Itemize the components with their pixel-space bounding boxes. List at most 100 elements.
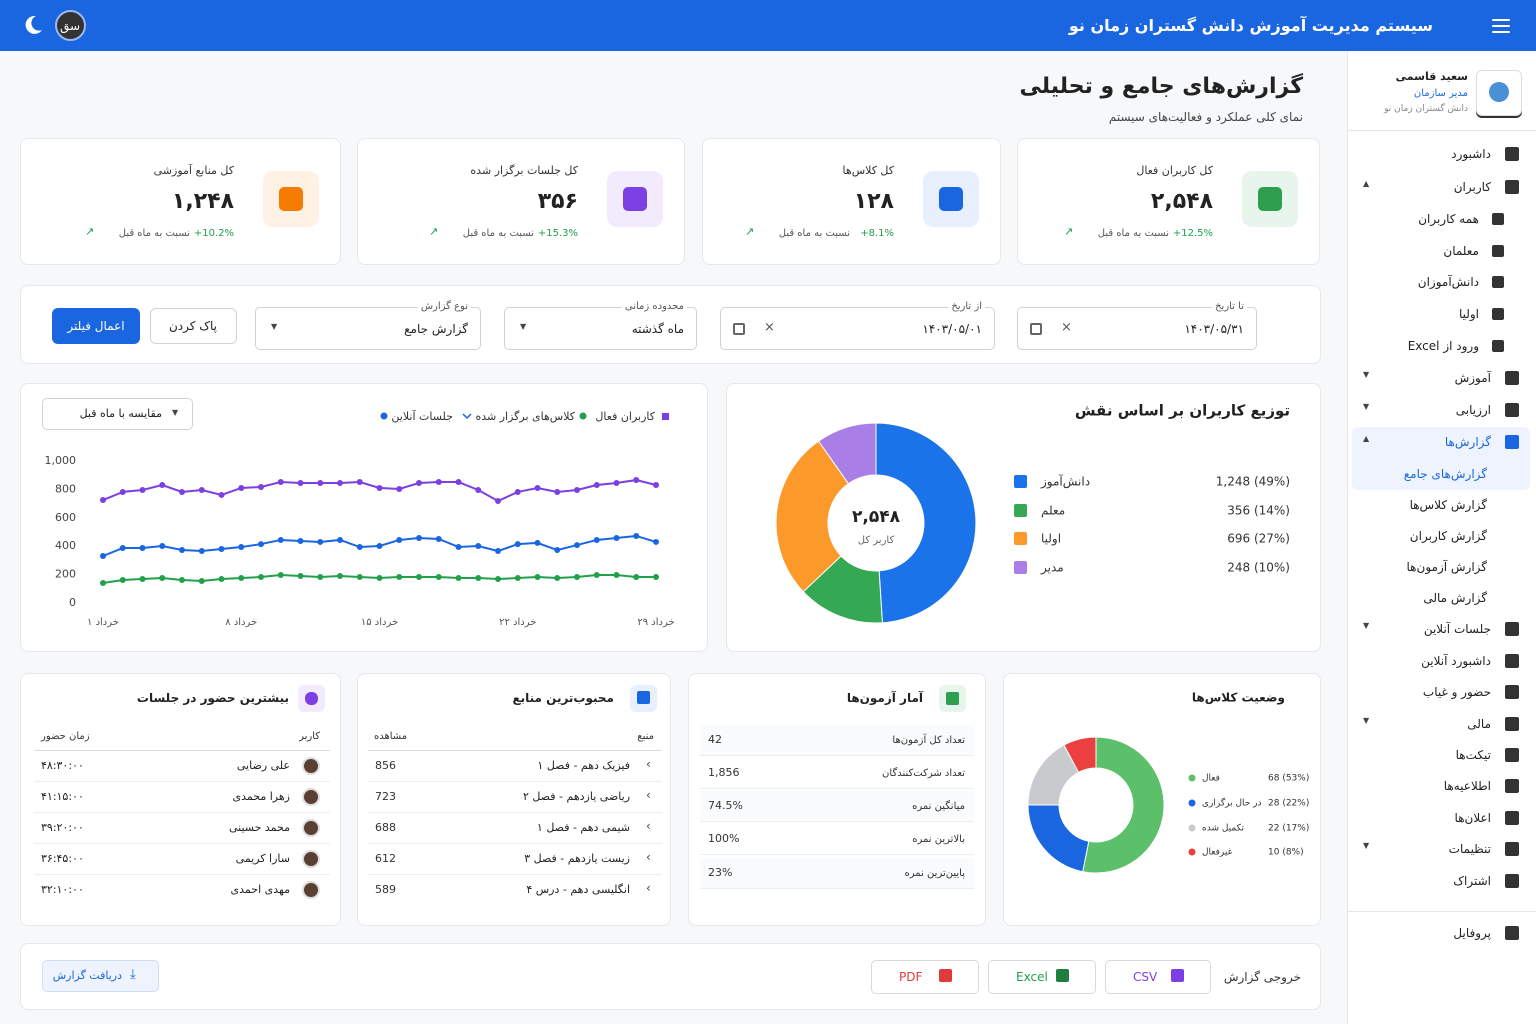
export-format[interactable]: Excel (1016, 970, 1048, 984)
avatar[interactable] (55, 10, 86, 41)
menu-icon (1492, 213, 1504, 225)
clear-button[interactable] (150, 308, 237, 344)
menu-item[interactable]: همه کاربران (1418, 212, 1479, 226)
export-button[interactable] (871, 960, 979, 994)
compare-select[interactable] (42, 398, 193, 430)
menu-item[interactable]: گزارش آزمون‌ها (1406, 560, 1487, 574)
menu-item[interactable]: کاربران (1453, 180, 1491, 194)
menu-item[interactable]: آموزش (1454, 371, 1491, 385)
column-header: کاربر (299, 730, 320, 742)
row-chevron[interactable]: › (646, 788, 651, 802)
legend-label: جلسات آنلاین (391, 409, 453, 423)
menu-item[interactable]: اولیا (1458, 307, 1479, 321)
menu-item[interactable]: جلسات آنلاین (1423, 622, 1491, 636)
menu-item[interactable]: تنظیمات (1448, 842, 1491, 856)
menu-item[interactable]: تیکت‌ها (1455, 748, 1491, 762)
menu-item[interactable]: مالی (1467, 717, 1491, 731)
resource-cell[interactable]: شیمی دهم - فصل ۱ (536, 821, 630, 834)
download-button[interactable] (42, 960, 159, 992)
data-point (198, 548, 205, 555)
menu-item[interactable]: پروفایل (1453, 926, 1491, 940)
sidebar (1347, 51, 1536, 1024)
data-point (317, 480, 324, 487)
menu-item[interactable]: گزارش کاربران (1409, 529, 1487, 543)
row-chevron[interactable]: › (646, 881, 651, 895)
filter-field[interactable] (504, 307, 697, 350)
menu-item[interactable]: داشبورد آنلاین (1421, 654, 1491, 668)
menu-item[interactable]: دانش‌آموزان (1417, 275, 1479, 289)
divider (1347, 911, 1536, 912)
card-title: بیشترین حضور در جلسات (136, 691, 289, 705)
menu-item[interactable]: اعلان‌ها (1454, 811, 1491, 825)
menu-item[interactable]: ارزیابی (1455, 403, 1491, 417)
data-point (100, 497, 106, 504)
data-point (534, 484, 541, 491)
data-point (179, 547, 185, 554)
resource-cell[interactable]: زیست یازدهم - فصل ۳ (524, 852, 630, 865)
data-point (218, 546, 225, 553)
row-chevron[interactable]: › (646, 757, 651, 771)
menu-item[interactable]: گزارش مالی (1423, 591, 1487, 605)
download-icon[interactable]: ⤓ (130, 967, 136, 982)
menu-caret[interactable]: ▼ (1363, 621, 1370, 630)
menu-icon (1505, 685, 1519, 699)
filter-field[interactable] (255, 307, 481, 350)
legend-value: 356 (14%) (1227, 504, 1290, 518)
apply-label[interactable]: اعمال فیلتر (67, 319, 125, 333)
menu-item[interactable]: معلمان (1443, 244, 1479, 258)
download-label[interactable]: دریافت گزارش (52, 969, 122, 982)
dropdown-caret[interactable]: ▼ (520, 322, 527, 331)
menu-icon (1505, 654, 1519, 668)
menu-caret[interactable]: ▼ (1363, 402, 1370, 411)
export-button[interactable] (988, 960, 1096, 994)
data-point (613, 534, 620, 541)
clear-icon[interactable]: × (1061, 320, 1072, 335)
apply-button[interactable] (52, 308, 140, 344)
data-point (613, 480, 620, 487)
legend-swatch (1188, 799, 1196, 807)
menu-item[interactable]: گزارش کلاس‌ها (1409, 498, 1487, 512)
menu-caret[interactable]: ▼ (1363, 716, 1370, 725)
class-status-chart: وضعیت کلاس‌ها فعال 68 (53%) در حال برگزاری 2… (1027, 691, 1309, 874)
compare-select-label[interactable]: مقایسه با ماه قبل (79, 407, 162, 420)
menu-caret[interactable]: ▲ (1363, 179, 1370, 188)
menu-item[interactable]: اطلاعیه‌ها (1443, 779, 1491, 793)
clear-icon[interactable]: × (764, 320, 775, 335)
stat-row (700, 791, 974, 822)
menu-caret[interactable]: ▼ (1363, 841, 1370, 850)
filter-field[interactable] (1017, 307, 1257, 350)
menu-icon (1505, 180, 1519, 194)
table-rule (368, 750, 662, 751)
resource-cell[interactable]: ریاضی یازدهم - فصل ۲ (523, 790, 630, 803)
menu-item[interactable]: اشتراک (1453, 874, 1491, 888)
menu-item[interactable]: حضور و غیاب (1422, 685, 1491, 699)
data-point (475, 543, 482, 550)
calendar-icon[interactable] (1030, 323, 1042, 335)
row-chevron[interactable]: › (646, 819, 651, 833)
clear-label[interactable]: پاک کردن (168, 319, 218, 333)
legend-label: کلاس‌های برگزار شده (475, 410, 575, 423)
menu-item[interactable]: گزارش‌ها (1444, 435, 1491, 449)
menu-caret[interactable]: ▲ (1363, 434, 1370, 443)
row-chevron[interactable]: › (646, 850, 651, 864)
menu-icon (1505, 779, 1519, 793)
data-point (356, 544, 363, 551)
resource-cell[interactable]: انگلیسی دهم - درس ۴ (526, 883, 630, 896)
export-button[interactable] (1105, 960, 1211, 994)
donut-center-value: ۲,۵۴۸ (852, 507, 901, 527)
y-tick-label: 0 (69, 596, 76, 609)
calendar-icon[interactable] (733, 323, 745, 335)
data-point (593, 536, 600, 543)
menu-item[interactable]: داشبورد (1451, 147, 1491, 161)
export-format[interactable]: PDF (899, 970, 923, 984)
filter-field[interactable] (720, 307, 995, 350)
resource-cell[interactable]: فیزیک دهم - فصل ۱ (537, 759, 630, 772)
menu-icon-bar[interactable] (1492, 19, 1510, 21)
data-point (475, 575, 482, 582)
menu-caret[interactable]: ▼ (1363, 370, 1370, 379)
export-format[interactable]: CSV (1133, 970, 1158, 984)
menu-item[interactable]: ورود از Excel (1407, 339, 1479, 353)
dropdown-caret[interactable]: ▼ (271, 322, 278, 331)
legend-value: 1,248 (49%) (1216, 475, 1290, 489)
menu-item[interactable]: گزارش‌های جامع (1403, 467, 1487, 481)
